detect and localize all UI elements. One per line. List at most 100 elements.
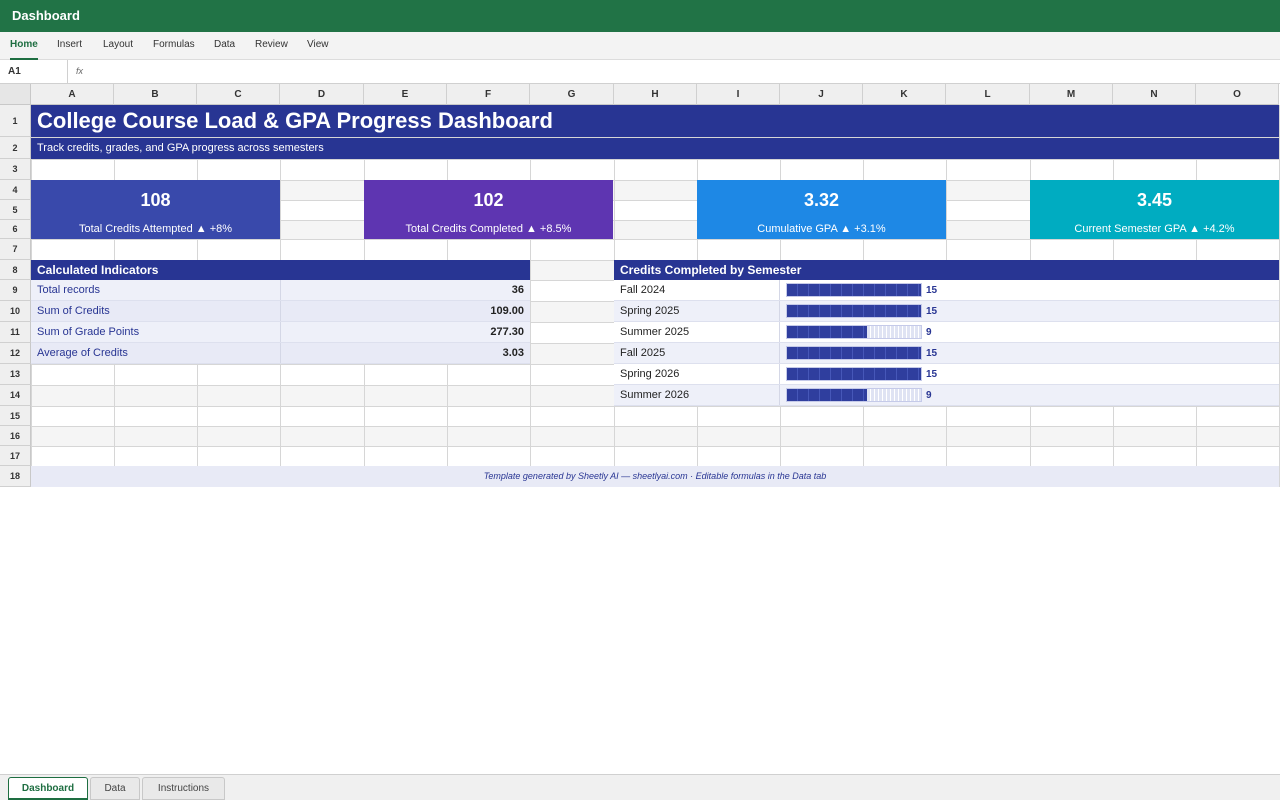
column-header[interactable]: O	[1196, 84, 1279, 105]
column-header[interactable]: L	[946, 84, 1030, 105]
row-header[interactable]: 12	[0, 343, 31, 364]
formula-input[interactable]	[96, 60, 1276, 83]
semester-label: Summer 2025	[614, 322, 780, 342]
semester-bar	[787, 284, 921, 296]
kpi-credits-attempted-value: 108	[31, 180, 280, 220]
tab-formulas[interactable]: Formulas	[153, 39, 195, 50]
semester-row: Summer 2025 9	[614, 322, 1279, 343]
row-header[interactable]: 17	[0, 446, 31, 466]
semester-label: Spring 2026	[614, 364, 780, 384]
fx-icon: fx	[76, 66, 84, 76]
column-header[interactable]: M	[1030, 84, 1113, 105]
row-header[interactable]: 10	[0, 301, 31, 322]
indicators-header: Calculated Indicators	[31, 260, 530, 280]
column-header[interactable]: E	[364, 84, 447, 105]
sheet-tab-instructions[interactable]: Instructions	[142, 777, 225, 800]
row-header[interactable]: 7	[0, 239, 31, 260]
semester-bar	[787, 368, 921, 380]
row-header[interactable]: 18	[0, 466, 31, 487]
column-header[interactable]: N	[1113, 84, 1196, 105]
semester-bar-cell: 15	[780, 301, 1279, 321]
semester-bar	[787, 326, 867, 338]
kpi-cumulative-gpa-value: 3.32	[697, 180, 946, 220]
column-header[interactable]: G	[530, 84, 614, 105]
column-header[interactable]: F	[447, 84, 530, 105]
semester-bar-value: 15	[926, 348, 938, 359]
kpi-credits-attempted-label: Total Credits Attempted ▲ +8%	[31, 220, 280, 239]
tab-home[interactable]: Home	[10, 32, 38, 60]
window-title: Dashboard	[0, 0, 1280, 32]
semester-bar-track	[786, 346, 922, 360]
semesters-table: Fall 2024 15 Spring 2025 15 Summer 2025 9 Fall…	[614, 280, 1279, 406]
dashboard-title: College Course Load & GPA Progress Dashb…	[31, 105, 1279, 137]
tab-layout[interactable]: Layout	[103, 39, 134, 50]
column-header[interactable]: C	[197, 84, 280, 105]
kpi-credits-completed-label: Total Credits Completed ▲ +8.5%	[364, 220, 613, 239]
column-header[interactable]: D	[280, 84, 364, 105]
semester-bar	[787, 305, 921, 317]
semester-row: Summer 2026 9	[614, 385, 1279, 406]
indicators-table: Total records 36 Sum of Credits 109.00 S…	[31, 280, 530, 364]
tab-review[interactable]: Review	[255, 39, 288, 50]
indicator-row: Sum of Grade Points 277.30	[31, 322, 530, 343]
kpi-cumulative-gpa-label: Cumulative GPA ▲ +3.1%	[697, 220, 946, 239]
column-header[interactable]: A	[31, 84, 114, 105]
row-header[interactable]: 6	[0, 220, 31, 239]
row-header[interactable]: 14	[0, 385, 31, 406]
semester-bar-cell: 15	[780, 280, 1279, 300]
semester-bar-track	[786, 388, 922, 402]
template-footer: Template generated by Sheetly AI — sheet…	[31, 466, 1279, 487]
semester-bar-value: 15	[926, 285, 938, 296]
row-header[interactable]: 15	[0, 406, 31, 426]
indicator-row: Average of Credits 3.03	[31, 343, 530, 364]
tab-insert[interactable]: Insert	[57, 39, 83, 50]
semester-bar-value: 9	[926, 327, 932, 338]
semester-bar-cell: 9	[780, 385, 1279, 405]
column-header[interactable]: J	[780, 84, 863, 105]
semester-bar-value: 15	[926, 306, 938, 317]
dashboard-subtitle: Track credits, grades, and GPA progress …	[31, 138, 1279, 159]
row-header[interactable]: 16	[0, 426, 31, 446]
semester-bar-value: 15	[926, 369, 938, 380]
row-header[interactable]: 4	[0, 180, 31, 200]
name-box[interactable]: A1	[0, 60, 68, 83]
indicator-row: Sum of Credits 109.00	[31, 301, 530, 322]
row-header[interactable]: 5	[0, 200, 31, 220]
semester-bar	[787, 389, 867, 401]
row-header[interactable]: 3	[0, 159, 31, 180]
select-all-corner[interactable]	[0, 84, 31, 105]
row-header[interactable]: 8	[0, 260, 31, 280]
column-header[interactable]: H	[614, 84, 697, 105]
semesters-header: Credits Completed by Semester	[614, 260, 1279, 280]
formula-bar: A1 fx	[0, 60, 1280, 84]
semester-row: Spring 2026 15	[614, 364, 1279, 385]
semester-row: Fall 2025 15	[614, 343, 1279, 364]
indicator-label: Total records	[31, 280, 281, 300]
column-header[interactable]: I	[697, 84, 780, 105]
semester-label: Summer 2026	[614, 385, 780, 405]
indicator-value: 3.03	[502, 347, 524, 359]
semester-bar-track	[786, 283, 922, 297]
indicator-row: Total records 36	[31, 280, 530, 301]
sheet-tab-data[interactable]: Data	[90, 777, 140, 800]
tab-data[interactable]: Data	[214, 39, 236, 50]
tab-view[interactable]: View	[307, 39, 329, 50]
sheet-tab-dashboard[interactable]: Dashboard	[8, 777, 88, 800]
semester-label: Fall 2024	[614, 280, 780, 300]
kpi-semester-gpa-label: Current Semester GPA ▲ +4.2%	[1030, 220, 1279, 239]
indicator-label: Average of Credits	[31, 343, 281, 363]
ribbon-tabs: Home Insert Layout Formulas Data Review …	[0, 32, 1280, 60]
semester-bar-track	[786, 304, 922, 318]
row-header[interactable]: 2	[0, 137, 31, 159]
row-header[interactable]: 9	[0, 280, 31, 301]
indicator-label: Sum of Credits	[31, 301, 281, 321]
column-header[interactable]: B	[114, 84, 197, 105]
semester-bar-cell: 15	[780, 364, 1279, 384]
semester-bar-track	[786, 325, 922, 339]
semester-bar-track	[786, 367, 922, 381]
row-header[interactable]: 1	[0, 105, 31, 137]
row-header[interactable]: 13	[0, 364, 31, 385]
row-header[interactable]: 11	[0, 322, 31, 343]
column-header[interactable]: K	[863, 84, 946, 105]
